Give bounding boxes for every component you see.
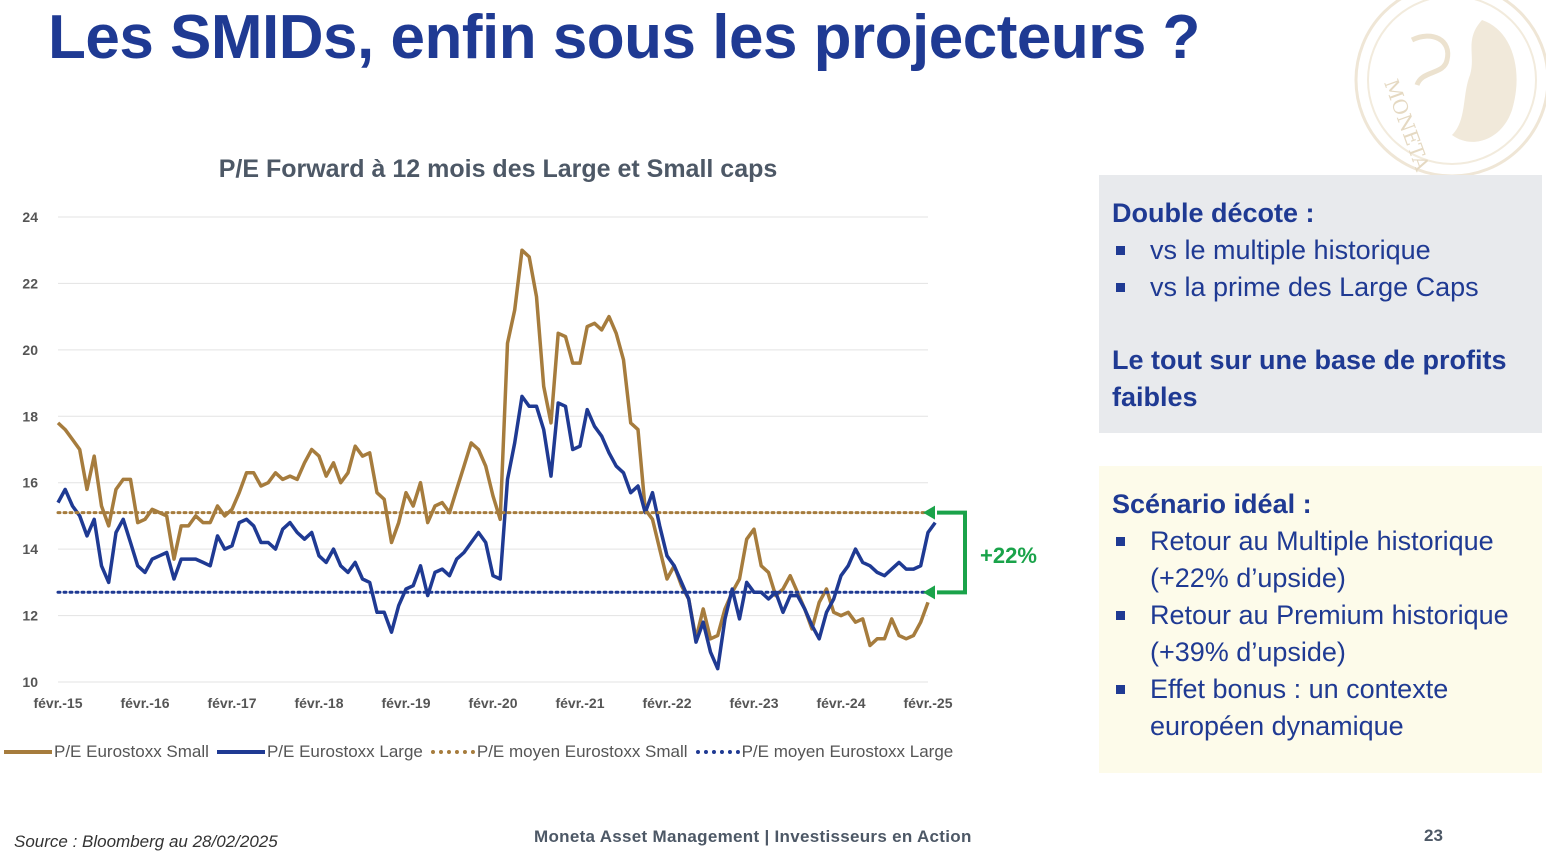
y-tick-label: 14 bbox=[22, 541, 38, 557]
panel-heading: Double décote : bbox=[1112, 198, 1315, 228]
page-title: Les SMIDs, enfin sous les projecteurs ? bbox=[48, 3, 1200, 72]
panel-heading: Scénario idéal : bbox=[1112, 489, 1312, 519]
list-item: Retour au Multiple historique (+22% d’ups… bbox=[1112, 523, 1532, 597]
legend-swatch-small-mean bbox=[430, 750, 475, 754]
y-tick-label: 16 bbox=[22, 475, 38, 491]
bracket-arrow-top bbox=[923, 505, 935, 520]
series-line-0 bbox=[56, 248, 930, 648]
legend-item-small-mean: P/E moyen Eurostoxx Small bbox=[430, 742, 688, 762]
bullet-icon bbox=[1116, 685, 1125, 694]
chart-legend: P/E Eurostoxx Small P/E Eurostoxx Large … bbox=[4, 742, 1014, 762]
y-tick-label: 12 bbox=[22, 608, 38, 624]
page-number: 23 bbox=[1424, 826, 1443, 845]
list-item: Retour au Premium historique (+39% d’upsi… bbox=[1112, 597, 1532, 671]
svg-text:MONETA: MONETA bbox=[1379, 76, 1434, 175]
legend-swatch-small bbox=[4, 750, 52, 754]
x-tick-label: févr.-19 bbox=[381, 695, 430, 711]
list-item: vs le multiple historique bbox=[1112, 232, 1532, 269]
moneta-coin-logo: MONETA bbox=[1354, 0, 1546, 178]
y-tick-label: 22 bbox=[22, 275, 38, 291]
legend-label-small: P/E Eurostoxx Small bbox=[54, 742, 209, 761]
x-tick-label: févr.-17 bbox=[207, 695, 256, 711]
x-tick-label: févr.-24 bbox=[816, 695, 865, 711]
x-tick-label: févr.-25 bbox=[903, 695, 952, 711]
x-tick-label: févr.-22 bbox=[642, 695, 691, 711]
legend-swatch-large bbox=[216, 750, 265, 754]
chart-title: P/E Forward à 12 mois des Large et Small… bbox=[218, 155, 778, 183]
bullet-icon bbox=[1116, 611, 1125, 620]
bullet-icon bbox=[1116, 537, 1125, 546]
source-note: Source : Bloomberg au 28/02/2025 bbox=[14, 832, 278, 851]
x-tick-label: févr.-20 bbox=[468, 695, 517, 711]
x-tick-label: févr.-16 bbox=[120, 695, 169, 711]
bullet-list: Retour au Multiple historique (+22% d’ups… bbox=[1112, 523, 1532, 745]
x-tick-label: févr.-23 bbox=[729, 695, 778, 711]
panel-subheading: Le tout sur une base de profits faibles bbox=[1112, 345, 1507, 412]
scenario-panel: Scénario idéal : Retour au Multiple hist… bbox=[1099, 466, 1542, 773]
legend-item-large-mean: P/E moyen Eurostoxx Large bbox=[695, 742, 954, 762]
x-tick-label: févr.-21 bbox=[555, 695, 604, 711]
legend-item-small: P/E Eurostoxx Small bbox=[4, 742, 209, 762]
bullet-icon bbox=[1116, 283, 1125, 292]
bracket-arrow-bottom bbox=[923, 585, 935, 600]
legend-item-large: P/E Eurostoxx Large bbox=[216, 742, 423, 762]
pe-line-chart: 10 12 14 16 18 20 22 24 févr.-15 févr.-16 févr.-17… bbox=[22, 209, 967, 711]
x-tick-label: févr.-15 bbox=[33, 695, 82, 711]
legend-label-large: P/E Eurostoxx Large bbox=[266, 742, 423, 761]
bullet-icon bbox=[1116, 246, 1125, 255]
upside-annotation: +22% bbox=[980, 543, 1037, 568]
legend-swatch-large-mean bbox=[695, 750, 740, 754]
bullet-list: vs le multiple historique vs la prime de… bbox=[1112, 232, 1532, 306]
list-item: vs la prime des Large Caps bbox=[1112, 269, 1532, 306]
company-footer: Moneta Asset Management | Investisseurs … bbox=[534, 827, 972, 846]
upside-bracket bbox=[937, 510, 967, 595]
legend-label-small-mean: P/E moyen Eurostoxx Small bbox=[476, 742, 688, 761]
x-tick-label: févr.-18 bbox=[294, 695, 343, 711]
double-decote-panel: Double décote : vs le multiple historiqu… bbox=[1099, 175, 1542, 433]
y-tick-label: 24 bbox=[22, 209, 38, 225]
y-tick-label: 20 bbox=[22, 342, 38, 358]
legend-label-large-mean: P/E moyen Eurostoxx Large bbox=[741, 742, 954, 761]
y-tick-label: 18 bbox=[22, 408, 38, 424]
y-tick-label: 10 bbox=[22, 674, 38, 690]
series-line-1 bbox=[56, 394, 937, 671]
list-item: Effet bonus : un contexte européen dynami… bbox=[1112, 671, 1532, 745]
